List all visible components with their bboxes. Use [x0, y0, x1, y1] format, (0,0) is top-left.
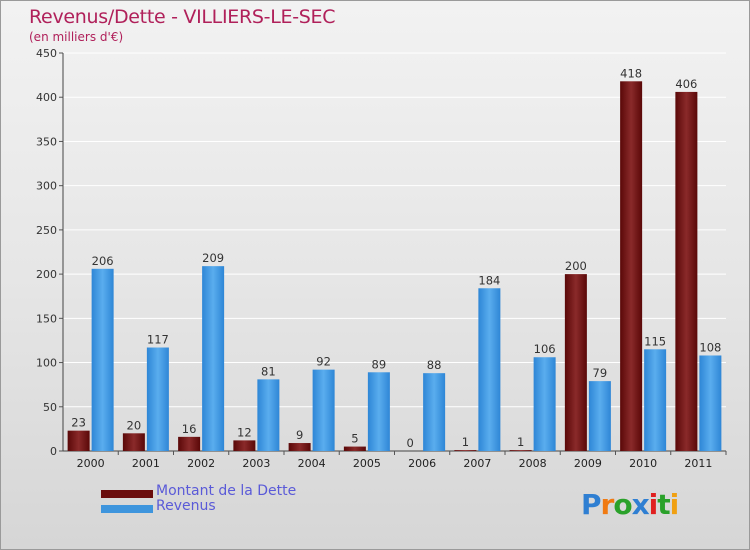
xtick-label-2009: 2009: [574, 457, 602, 470]
data-label-dette-2006: 0: [406, 436, 413, 450]
data-label-revenus-2010: 115: [644, 334, 666, 348]
ytick-label-400: 400: [36, 91, 57, 104]
legend-swatch-dette: [101, 490, 153, 498]
data-label-revenus-2001: 117: [147, 333, 169, 347]
chart-title: Revenus/Dette - VILLIERS-LE-SEC: [29, 6, 336, 28]
legend-swatch-revenus: [101, 505, 153, 513]
ytick-label-350: 350: [36, 135, 57, 148]
data-label-dette-2007: 1: [462, 435, 469, 449]
ytick-label-0: 0: [50, 445, 57, 458]
data-label-revenus-2000: 206: [92, 254, 114, 268]
bar-dette-2008: [509, 450, 532, 451]
ytick-label-100: 100: [36, 357, 57, 370]
bar-revenus-2011: [699, 355, 722, 451]
xtick-label-2007: 2007: [463, 457, 491, 470]
data-label-dette-2005: 5: [351, 432, 358, 446]
data-label-dette-2010: 418: [620, 66, 642, 80]
bar-revenus-2002: [202, 266, 225, 451]
bar-dette-2009: [564, 274, 587, 451]
bar-revenus-2005: [367, 372, 390, 451]
data-label-revenus-2008: 106: [534, 342, 556, 356]
bar-dette-2004: [288, 443, 311, 451]
legend-label-dette: Montant de la Dette: [156, 483, 297, 499]
data-label-dette-2000: 23: [71, 416, 86, 430]
bar-revenus-2006: [423, 373, 446, 451]
bar-dette-2010: [620, 81, 643, 452]
data-label-dette-2002: 16: [182, 422, 197, 436]
xtick-label-2000: 2000: [77, 457, 105, 470]
bar-revenus-2010: [644, 349, 667, 451]
xtick-label-2004: 2004: [298, 457, 326, 470]
data-label-dette-2001: 20: [127, 418, 142, 432]
ytick-label-300: 300: [36, 180, 57, 193]
bar-dette-2001: [122, 433, 145, 451]
logo-letter: P: [581, 488, 602, 521]
data-label-dette-2009: 200: [565, 259, 587, 273]
bar-dette-2005: [343, 446, 366, 451]
ytick-label-250: 250: [36, 224, 57, 237]
bar-dette-2003: [233, 440, 256, 451]
bar-dette-2011: [675, 91, 698, 451]
ytick-label-150: 150: [36, 312, 57, 325]
ytick-label-200: 200: [36, 268, 57, 281]
data-label-revenus-2005: 89: [372, 357, 387, 371]
bar-revenus-2008: [533, 357, 556, 451]
bar-revenus-2004: [312, 369, 335, 451]
xtick-label-2006: 2006: [408, 457, 436, 470]
xtick-label-2010: 2010: [629, 457, 657, 470]
logo-letter: r: [600, 488, 615, 521]
bar-revenus-2000: [91, 268, 114, 451]
logo-letter: x: [631, 488, 650, 521]
data-label-revenus-2006: 88: [427, 358, 442, 372]
bar-revenus-2001: [146, 347, 169, 451]
bar-revenus-2003: [257, 379, 280, 451]
data-label-revenus-2007: 184: [478, 273, 500, 287]
logo-letter: i: [669, 488, 680, 521]
xtick-label-2003: 2003: [242, 457, 270, 470]
bar-dette-2002: [178, 436, 201, 451]
logo-letter: i: [648, 488, 659, 521]
xtick-label-2008: 2008: [519, 457, 547, 470]
ytick-label-50: 50: [43, 401, 57, 414]
logo-letter: o: [613, 488, 632, 521]
logo-letter: t: [657, 488, 670, 521]
data-label-revenus-2009: 79: [593, 366, 608, 380]
data-label-revenus-2002: 209: [202, 251, 224, 265]
xtick-label-2002: 2002: [187, 457, 215, 470]
proxiti-logo: Proxiti: [581, 488, 680, 521]
data-label-revenus-2003: 81: [261, 364, 276, 378]
xtick-label-2005: 2005: [353, 457, 381, 470]
xtick-label-2011: 2011: [684, 457, 712, 470]
chart-subtitle: (en milliers d'€): [29, 30, 124, 44]
xtick-label-2001: 2001: [132, 457, 160, 470]
data-label-dette-2011: 406: [675, 77, 697, 91]
bar-revenus-2007: [478, 288, 501, 451]
data-label-dette-2008: 1: [517, 435, 524, 449]
data-label-dette-2004: 9: [296, 428, 303, 442]
data-label-dette-2003: 12: [237, 425, 252, 439]
legend-label-revenus: Revenus: [156, 498, 216, 514]
ytick-label-450: 450: [36, 47, 57, 60]
bar-revenus-2009: [588, 381, 611, 451]
bar-dette-2000: [67, 430, 90, 451]
bar-dette-2007: [454, 450, 477, 451]
data-label-revenus-2004: 92: [316, 355, 331, 369]
data-label-revenus-2011: 108: [699, 340, 721, 354]
